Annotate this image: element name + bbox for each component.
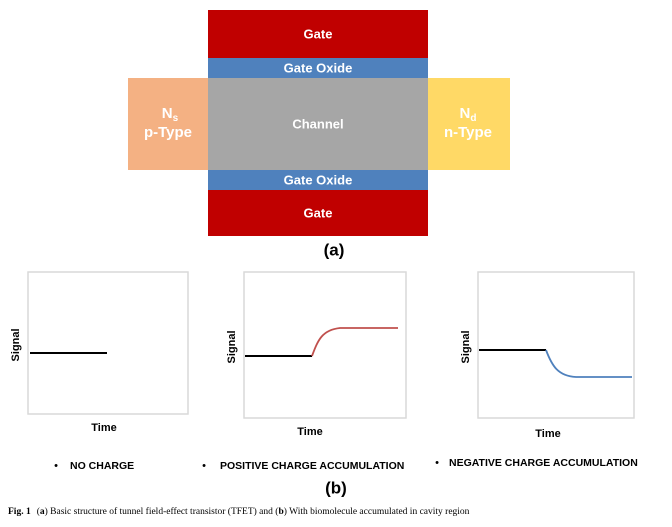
panel-caption: NEGATIVE CHARGE ACCUMULATION — [449, 457, 638, 469]
bullet: • — [54, 460, 58, 472]
source — [128, 78, 208, 170]
oxide-top-label: Gate Oxide — [284, 60, 353, 75]
gate-top — [208, 10, 428, 58]
drain — [428, 78, 510, 170]
plot-frame — [27, 271, 189, 415]
bullet: • — [202, 460, 206, 472]
figure-caption: Fig. 1 (a) Basic structure of tunnel fiel… — [8, 506, 470, 517]
y-label: Signal — [460, 330, 472, 363]
panel-caption: POSITIVE CHARGE ACCUMULATION — [220, 460, 404, 472]
x-label: Time — [297, 426, 322, 438]
signal-curve — [311, 327, 398, 357]
x-label: Time — [91, 422, 116, 434]
plot-frame — [477, 271, 635, 419]
drain-symbol: Nd — [460, 105, 477, 124]
panel-caption: NO CHARGE — [70, 460, 134, 472]
gate-bottom-label: Gate — [304, 205, 333, 220]
oxide-bottom — [208, 170, 428, 190]
oxide-top — [208, 58, 428, 78]
label-a: (a) — [324, 240, 345, 259]
channel — [208, 78, 428, 170]
gate-bottom — [208, 190, 428, 236]
gate-top-label: Gate — [304, 26, 333, 41]
y-label: Signal — [10, 328, 22, 361]
channel-label: Channel — [292, 116, 343, 131]
source-type: p-Type — [144, 124, 192, 141]
label-b: (b) — [325, 478, 347, 497]
bullet: • — [435, 457, 439, 469]
drain-type: n-Type — [444, 124, 492, 141]
oxide-bottom-label: Gate Oxide — [284, 172, 353, 187]
signal-curve — [545, 349, 632, 378]
source-symbol: Ns — [162, 105, 179, 124]
plot-frame — [243, 271, 407, 419]
y-label: Signal — [226, 330, 238, 363]
x-label: Time — [535, 428, 560, 440]
